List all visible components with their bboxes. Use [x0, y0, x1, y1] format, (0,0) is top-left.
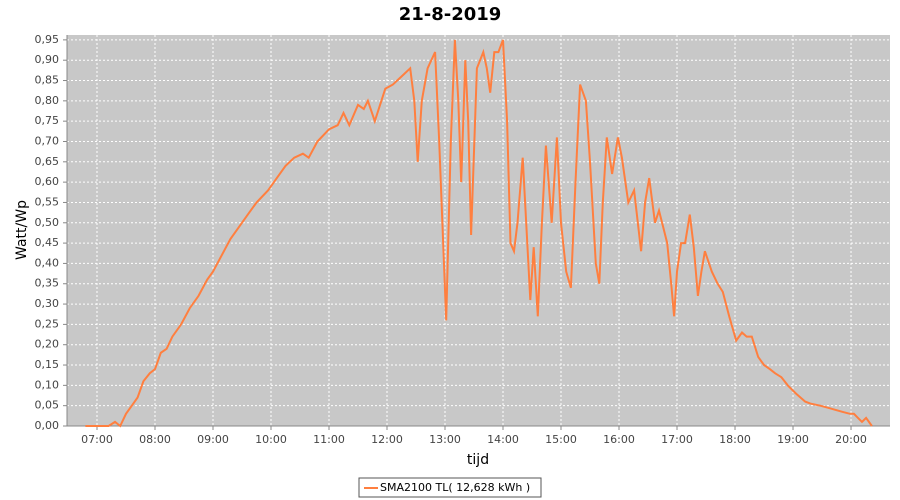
legend-label: SMA2100 TL( 12,628 kWh )	[380, 481, 530, 494]
x-tick-label: 16:00	[603, 433, 635, 446]
x-tick-label: 14:00	[487, 433, 519, 446]
x-axis-label: tijd	[467, 452, 489, 468]
y-tick-label: 0,80	[35, 94, 60, 107]
y-tick-label: 0,85	[35, 74, 60, 87]
y-tick-label: 0,60	[35, 175, 60, 188]
y-tick-label: 0,35	[35, 277, 60, 290]
x-tick-label: 19:00	[777, 433, 809, 446]
y-tick-label: 0,10	[35, 378, 60, 391]
x-tick-label: 20:00	[835, 433, 867, 446]
y-tick-label: 0,90	[35, 53, 60, 66]
y-tick-label: 0,50	[35, 216, 60, 229]
x-tick-label: 15:00	[545, 433, 577, 446]
y-tick-label: 0,25	[35, 317, 60, 330]
y-tick-label: 0,55	[35, 195, 60, 208]
x-tick-label: 17:00	[661, 433, 693, 446]
y-tick-label: 0,45	[35, 236, 60, 249]
x-tick-label: 08:00	[139, 433, 171, 446]
y-tick-label: 0,15	[35, 358, 60, 371]
y-tick-label: 0,95	[35, 33, 60, 46]
y-tick-label: 0,30	[35, 297, 60, 310]
x-tick-label: 10:00	[255, 433, 287, 446]
legend-box	[358, 477, 542, 498]
y-tick-label: 0,05	[35, 399, 60, 412]
y-tick-label: 0,75	[35, 114, 60, 127]
y-tick-label: 0,65	[35, 155, 60, 168]
y-tick-label: 0,00	[35, 419, 60, 432]
line-series	[85, 39, 873, 428]
y-tick-label: 0,70	[35, 134, 60, 147]
plot-area	[67, 35, 890, 426]
y-axis-label: Watt/Wp	[14, 200, 30, 260]
x-tick-label: 09:00	[197, 433, 229, 446]
y-tick-label: 0,40	[35, 256, 60, 269]
x-tick-label: 07:00	[81, 433, 113, 446]
x-tick-label: 18:00	[719, 433, 751, 446]
x-tick-label: 13:00	[429, 433, 461, 446]
x-tick-label: 12:00	[371, 433, 403, 446]
x-tick-label: 11:00	[313, 433, 345, 446]
y-tick-label: 0,20	[35, 338, 60, 351]
chart-title: 21-8-2019	[399, 4, 502, 25]
